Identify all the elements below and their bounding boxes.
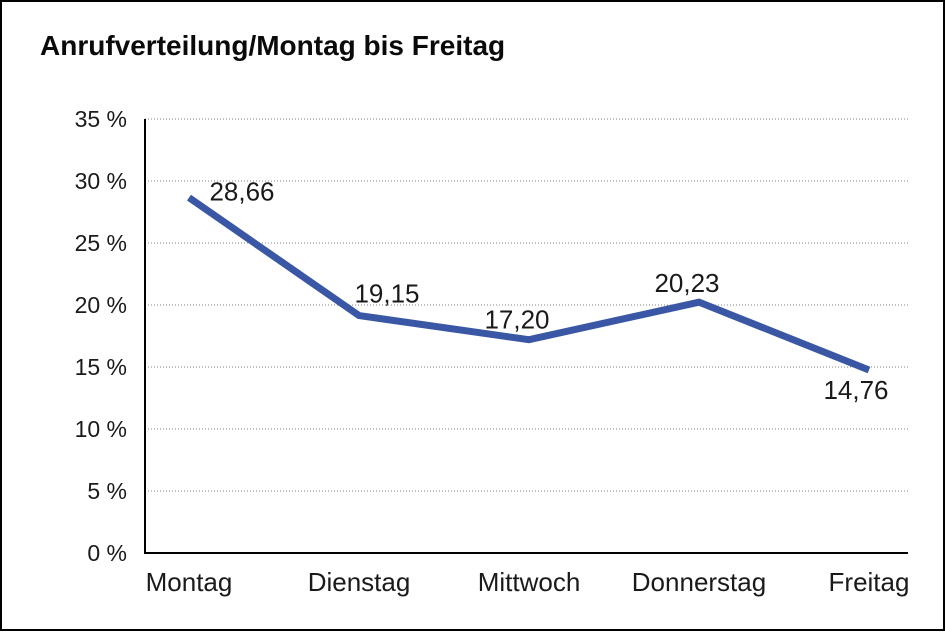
data-point-label: 19,15 [354,279,419,309]
y-tick-label: 0 % [87,540,127,566]
x-category-label: Dienstag [308,567,411,597]
y-tick-label: 20 % [75,292,127,318]
y-tick-label: 15 % [75,354,127,380]
y-tick-label: 5 % [87,478,127,504]
data-point-label: 28,66 [209,177,274,207]
data-point-label: 14,76 [823,375,888,405]
x-category-label: Donnerstag [632,567,766,597]
y-tick-label: 30 % [75,168,127,194]
data-point-label: 17,20 [484,305,549,335]
data-point-label: 20,23 [654,268,719,298]
x-category-label: Mittwoch [478,567,581,597]
x-category-label: Freitag [829,567,910,597]
series-line [187,194,871,374]
y-tick-label: 10 % [75,416,127,442]
x-category-label: Montag [146,567,233,597]
chart-title: Anrufverteilung/Montag bis Freitag [40,30,506,61]
y-tick-label: 35 % [75,106,127,132]
y-tick-label: 25 % [75,230,127,256]
